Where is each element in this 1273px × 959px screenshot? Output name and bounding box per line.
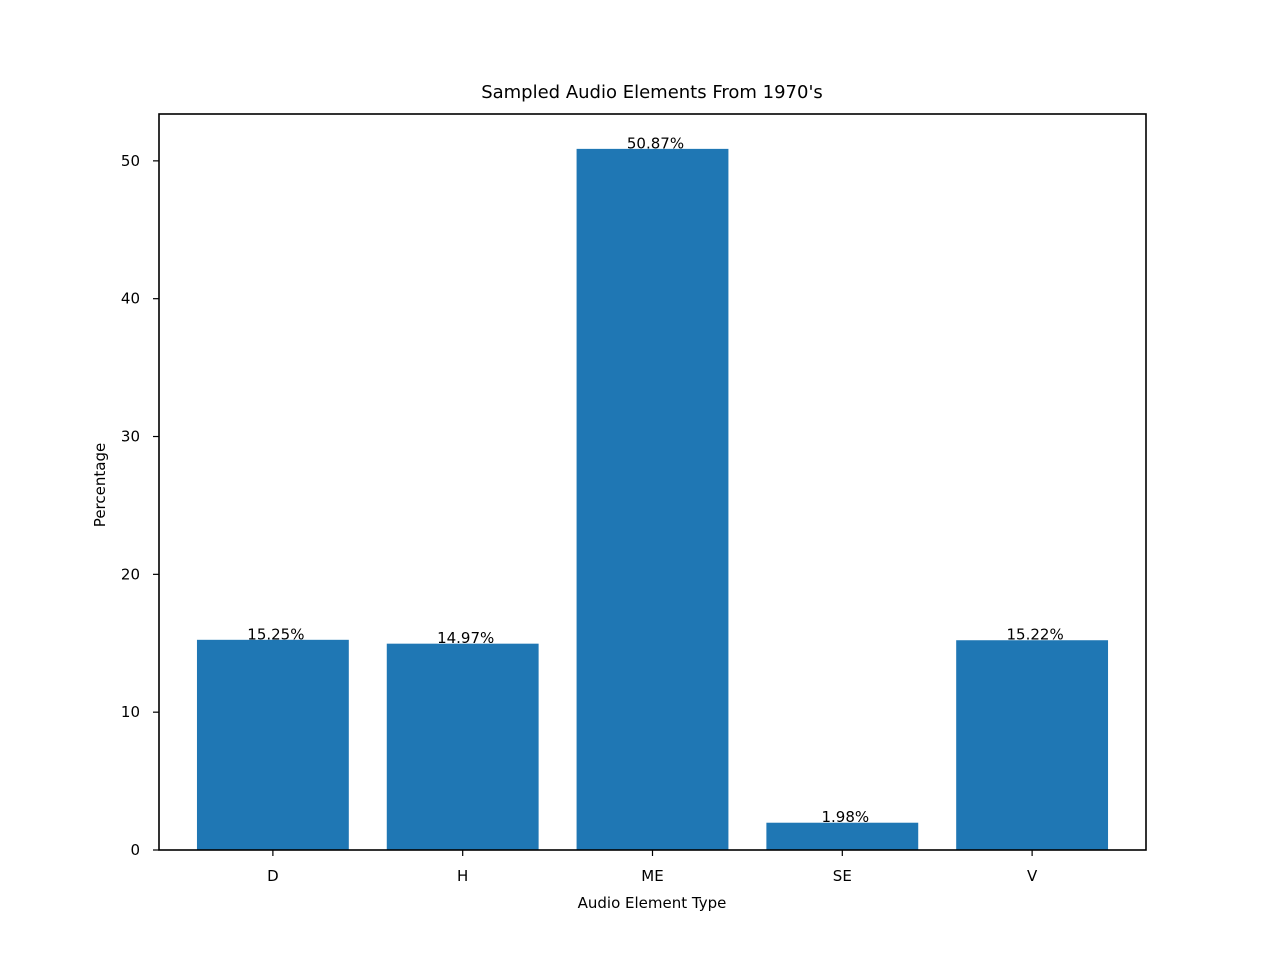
bar-se xyxy=(766,822,919,850)
y-tick-label-30: 30 xyxy=(121,428,140,446)
bar-h xyxy=(386,643,539,850)
y-tick-label-0: 0 xyxy=(130,841,140,859)
x-tick-label-d: D xyxy=(267,867,279,885)
data-label-me: 50.87% xyxy=(627,134,684,152)
y-tick-label-50: 50 xyxy=(121,152,140,170)
data-label-v: 15.22% xyxy=(1007,626,1064,644)
x-tick-label-se: SE xyxy=(833,867,852,885)
x-tick-label-me: ME xyxy=(641,867,663,885)
y-tick-label-40: 40 xyxy=(121,290,140,308)
data-label-d: 15.25% xyxy=(247,625,304,643)
bars-layer xyxy=(196,148,1109,850)
y-axis-ticks: 0 10 20 30 40 50 xyxy=(121,152,159,859)
bar-d xyxy=(196,639,349,850)
y-tick-label-20: 20 xyxy=(121,565,140,583)
data-label-h: 14.97% xyxy=(437,629,494,647)
x-axis-label: Audio Element Type xyxy=(578,894,727,912)
data-labels-layer: 15.25% 14.97% 50.87% 1.98% 15.22% xyxy=(247,134,1063,826)
y-axis-label: Percentage xyxy=(91,443,109,527)
x-tick-label-h: H xyxy=(457,867,468,885)
chart-title: Sampled Audio Elements From 1970's xyxy=(481,82,823,103)
y-tick-label-10: 10 xyxy=(121,703,140,721)
bar-v xyxy=(956,640,1109,850)
plot-frame xyxy=(158,113,1147,851)
data-label-se: 1.98% xyxy=(821,808,869,826)
x-tick-label-v: V xyxy=(1027,867,1038,885)
bar-me xyxy=(576,148,729,850)
x-axis-ticks: D H ME SE V xyxy=(267,850,1038,885)
